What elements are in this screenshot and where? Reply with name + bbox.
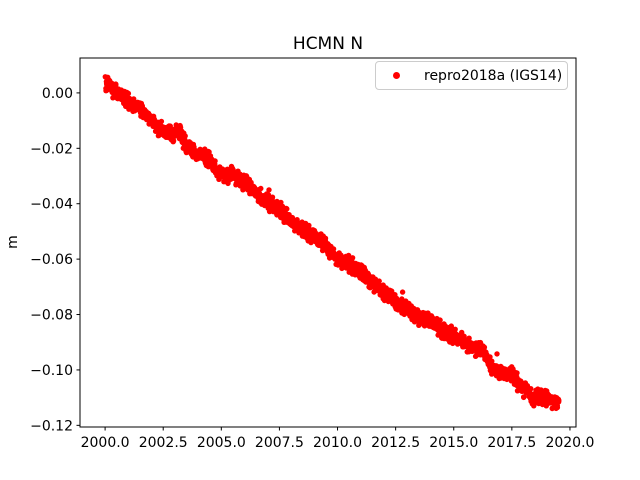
legend-dot-icon (393, 72, 400, 79)
x-tick-label: 2017.5 (487, 435, 536, 451)
x-tick-label: 2015.0 (429, 435, 478, 451)
x-axis-ticks: 2000.0 2002.5 2005.0 2007.5 2010.0 2012.5 2015… (81, 427, 594, 451)
legend-series-label: repro2018a (IGS14) (424, 67, 563, 84)
x-tick-label: 2005.0 (197, 435, 246, 451)
y-axis-ticks: 0.00 −0.02 −0.04 −0.06 −0.08 −0.10 −0.12 (30, 86, 80, 434)
y-tick-label: −0.12 (30, 418, 73, 434)
y-tick-label: 0.00 (42, 86, 73, 102)
x-tick-label: 2007.5 (255, 435, 304, 451)
scatter-outlier-points (258, 185, 520, 376)
legend: repro2018a (IGS14) (375, 61, 568, 90)
y-tick-label: −0.02 (30, 141, 73, 157)
x-tick-label: 2010.0 (313, 435, 362, 451)
chart-title: HCMN N (292, 34, 364, 54)
y-tick-label: −0.04 (30, 197, 73, 213)
x-tick-label: 2012.5 (371, 435, 420, 451)
plot-frame (79, 57, 577, 428)
x-tick-label: 2000.0 (81, 435, 130, 451)
y-tick-label: −0.06 (30, 252, 73, 268)
scatter-series-repro2018a (102, 74, 562, 412)
y-tick-label: −0.10 (30, 363, 73, 379)
x-tick-label: 2002.5 (139, 435, 188, 451)
y-tick-label: −0.08 (30, 308, 73, 324)
x-tick-label: 2020.0 (545, 435, 594, 451)
